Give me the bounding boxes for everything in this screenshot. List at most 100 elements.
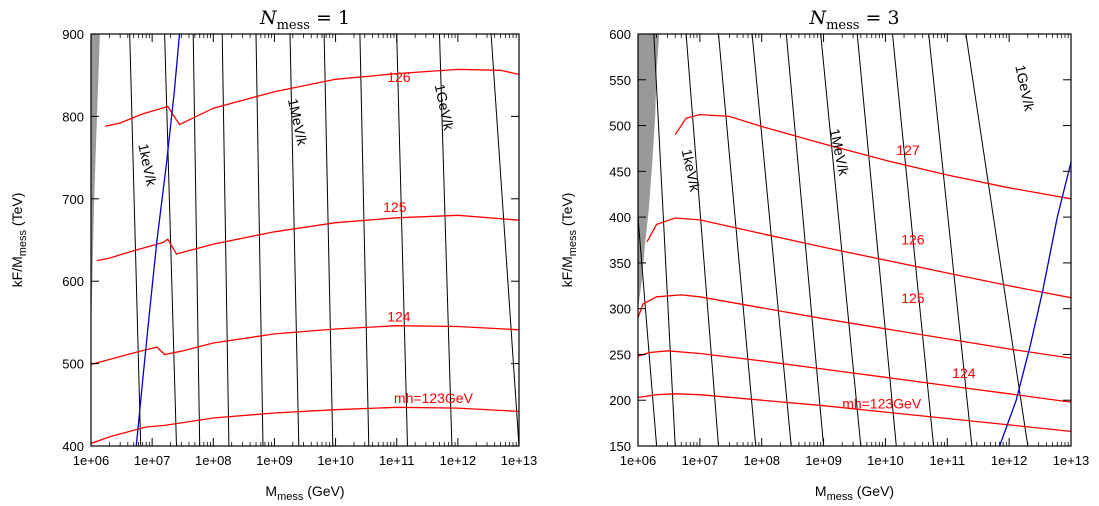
x-tick-label: 1e+07 <box>682 453 719 468</box>
mh-label: 125 <box>383 199 407 215</box>
y-tick-label: 400 <box>62 439 84 454</box>
y-tick-label: 350 <box>609 256 631 271</box>
ylabel-unit: (TeV) <box>9 193 25 230</box>
mh-contour-127 <box>674 113 1071 200</box>
mh-contour-mh123gev <box>91 406 519 445</box>
xlabel-unit: (GeV) <box>303 483 344 499</box>
x-tick-label: 1e+13 <box>1053 453 1090 468</box>
blue-curve <box>135 34 181 446</box>
y-tick-label: 400 <box>609 210 631 225</box>
x-tick-label: 1e+12 <box>991 453 1028 468</box>
mh-label: 124 <box>952 365 976 381</box>
ylabel-sub: mess <box>567 229 579 256</box>
mh-contour-126 <box>104 68 519 127</box>
gravitino-line-3 <box>718 34 757 446</box>
y-axis-title: kF/Mmess (TeV) <box>9 193 29 288</box>
ylabel-main: kF/M <box>9 256 25 287</box>
gravitino-label: 1keV/k <box>135 142 160 188</box>
x-tick-label: 1e+06 <box>73 453 110 468</box>
x-tick-label: 1e+11 <box>379 453 415 468</box>
xlabel-sub: mess <box>277 491 304 503</box>
gravitino-label: 1MeV/k <box>285 97 311 148</box>
mh-contour-124 <box>638 350 1071 403</box>
title-value: = 3 <box>859 7 899 29</box>
xlabel-main: M <box>265 483 277 499</box>
gravitino-line-5 <box>785 34 825 446</box>
x-tick-label: 1e+08 <box>195 453 232 468</box>
gravitino-label: 1GeV/k <box>1012 63 1038 113</box>
gravitino-line-4 <box>255 34 264 446</box>
y-tick-label: 600 <box>609 27 631 42</box>
gravitino-line-8 <box>396 34 408 446</box>
gravitino-label: 1keV/k <box>679 148 704 194</box>
title-sub: mess <box>826 18 859 33</box>
xlabel-unit: (GeV) <box>853 483 894 499</box>
ylabel-sub: mess <box>17 229 29 256</box>
y-tick-label: 700 <box>62 192 84 207</box>
mh-label: mh=123GeV <box>842 395 922 411</box>
gravitino-line-8 <box>892 34 935 446</box>
gravitino-line-10 <box>490 34 519 446</box>
gravitino-line-7 <box>359 34 370 446</box>
x-tick-label: 1e+06 <box>620 453 657 468</box>
y-tick-label: 500 <box>62 357 84 372</box>
mh-label: 124 <box>387 309 411 325</box>
plot-area <box>91 34 519 446</box>
gravitino-label: 1GeV/k <box>432 83 458 133</box>
y-tick-label: 900 <box>62 27 84 42</box>
mh-label: 127 <box>896 142 920 158</box>
x-tick-label: 1e+11 <box>930 453 966 468</box>
gravitino-line-0 <box>638 217 658 446</box>
gravitino-line-6 <box>323 34 334 446</box>
gravitino-line-2 <box>192 34 201 446</box>
y-tick-label: 600 <box>62 274 84 289</box>
mh-label: 125 <box>901 290 925 306</box>
y-axis-title: kF/Mmess (TeV) <box>559 193 579 288</box>
y-tick-label: 800 <box>62 109 84 124</box>
y-tick-label: 450 <box>609 164 631 179</box>
x-tick-label: 1e+07 <box>134 453 171 468</box>
gravitino-line-9 <box>439 34 453 446</box>
mh-contour-126 <box>646 217 1071 299</box>
x-tick-label: 1e+08 <box>743 453 780 468</box>
chart-panel-nmess-1: mh=123GeV 124 125 126 1keV/k 1MeV/k 1GeV/k 1e+0… <box>9 7 538 503</box>
gravitino-label: 1MeV/k <box>827 127 853 178</box>
y-tick-label: 500 <box>609 119 631 134</box>
gravitino-line-2 <box>685 34 719 446</box>
y-tick-label: 550 <box>609 73 631 88</box>
excluded-region <box>638 34 660 446</box>
gravitino-line-7 <box>856 34 897 446</box>
x-tick-label: 1e+10 <box>317 453 354 468</box>
y-tick-label: 300 <box>609 302 631 317</box>
chart-panel-nmess-3: mh=123GeV 124 125 126 127 1keV/k 1MeV/k 1GeV/k 1… <box>559 7 1090 503</box>
panel-title: Nmess = 1 <box>259 7 350 33</box>
mh-label: 126 <box>387 69 411 85</box>
mh-label: mh=123GeV <box>394 390 474 406</box>
y-tick-label: 150 <box>609 439 631 454</box>
gravitino-line-10 <box>965 34 1029 446</box>
x-axis-title: Mmess (GeV) <box>265 483 344 503</box>
plot-frame <box>90 33 520 447</box>
gravitino-line-0 <box>129 34 142 446</box>
mh-contour-124 <box>91 325 519 366</box>
panel-title: Nmess = 3 <box>808 7 899 33</box>
gravitino-line-5 <box>289 34 300 446</box>
gravitino-line-3 <box>221 34 230 446</box>
y-tick-label: 200 <box>609 393 631 408</box>
excluded-region <box>91 34 100 446</box>
x-tick-label: 1e+09 <box>805 453 842 468</box>
gravitino-line-6 <box>820 34 862 446</box>
xlabel-main: M <box>815 483 827 499</box>
title-sub: mess <box>277 18 310 33</box>
x-tick-label: 1e+13 <box>501 453 538 468</box>
mh-label: 126 <box>901 232 925 248</box>
x-tick-label: 1e+09 <box>256 453 293 468</box>
mh-contour-125 <box>96 214 519 262</box>
xlabel-sub: mess <box>827 491 854 503</box>
plot-frame <box>637 33 1072 447</box>
x-tick-label: 1e+12 <box>440 453 477 468</box>
x-tick-label: 1e+10 <box>867 453 904 468</box>
ylabel-main: kF/M <box>559 256 575 287</box>
title-value: = 1 <box>310 7 350 29</box>
